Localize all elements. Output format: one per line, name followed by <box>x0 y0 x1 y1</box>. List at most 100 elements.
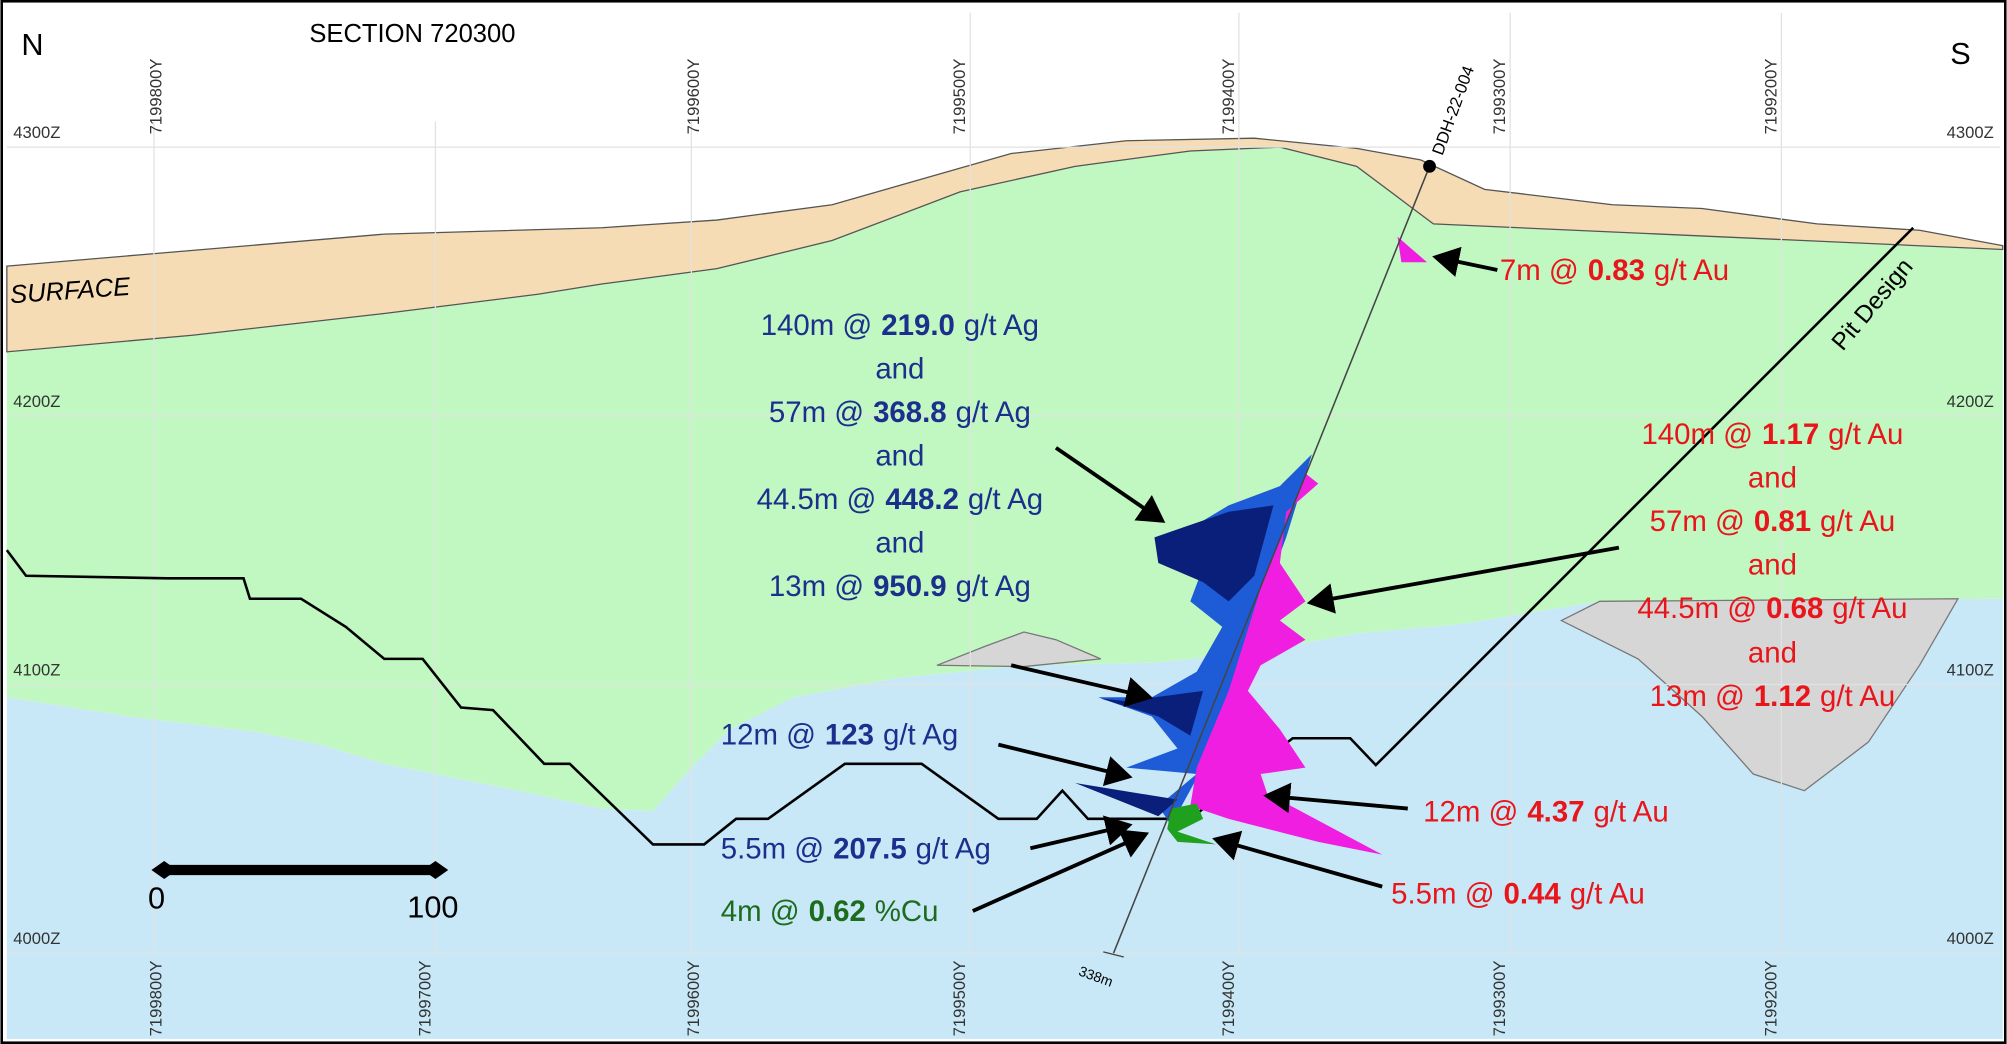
arrow <box>1432 246 1498 277</box>
interval-length: 57m @ <box>1650 505 1745 538</box>
interval-length: 4m @ <box>721 895 800 928</box>
northing-label: 7199300Y <box>1490 961 1509 1037</box>
grade: 207.5 <box>833 832 907 865</box>
annotation-line: 13m @ 950.9 g/t Ag <box>769 570 1031 603</box>
silver-main-annotation: 140m @219.0 g/t Ag and 57m @ 368.8 g/t Ag a… <box>757 309 1043 603</box>
interval-length: 140m @ <box>761 309 873 342</box>
collar <box>1423 159 1436 173</box>
northings-bottom: 7199800Y 7199700Y 7199600Y 7199500Y 7199… <box>147 961 1781 1037</box>
arrow <box>1306 545 1620 614</box>
unit: g/t Au <box>1828 418 1903 451</box>
unit: g/t Ag <box>964 309 1039 342</box>
grade: 219.0 <box>881 309 955 342</box>
elevation-label: 4100Z <box>1947 661 1994 680</box>
grid <box>6 12 2001 954</box>
northing-label: 7199400Y <box>1219 961 1238 1037</box>
connector: and <box>1748 637 1797 670</box>
gold-lower-annotation: 12m @ 4.37 g/t Au <box>1423 795 1669 828</box>
overburden <box>6 137 2004 353</box>
annotation-line: 140m @ 1.17 g/t Au <box>1641 418 1903 451</box>
northing-label: 7199500Y <box>950 59 969 135</box>
grade: 0.81 <box>1754 505 1811 538</box>
grade: 368.8 <box>873 396 947 429</box>
silver-lower-annotation: 12m @ 123 g/t Ag <box>721 719 958 752</box>
interval-length: 12m @ <box>1423 795 1518 828</box>
elevation-label: 4000Z <box>1947 929 1994 948</box>
scale-start: 0 <box>148 880 165 915</box>
gray-body <box>1559 598 1960 792</box>
arrow <box>1029 815 1133 851</box>
northing-label: 7199300Y <box>1490 59 1509 135</box>
grade: 0.83 <box>1588 254 1645 287</box>
unit: g/t Au <box>1820 505 1895 538</box>
connector: and <box>1748 461 1797 494</box>
interval-length: 44.5m @ <box>1637 592 1757 625</box>
unit: g/t Ag <box>956 396 1031 429</box>
connector: and <box>875 440 924 473</box>
northing-label: 7199200Y <box>1761 961 1780 1037</box>
grade: 0.44 <box>1504 877 1562 910</box>
northing-label: 7199800Y <box>147 961 166 1037</box>
northing-label: 7199700Y <box>415 961 434 1037</box>
connector: and <box>875 527 924 560</box>
unit: g/t Au <box>1654 254 1729 287</box>
annotation-line: 140m @219.0 g/t Ag <box>761 309 1039 342</box>
grade: 1.17 <box>1762 418 1819 451</box>
northing-label: 7199600Y <box>684 961 703 1037</box>
arrow <box>1010 663 1154 708</box>
gold-histogram <box>1190 236 1427 855</box>
unit: g/t Au <box>1832 592 1907 625</box>
arrow <box>997 742 1133 787</box>
annotation-line: 44.5m @ 0.68 g/t Au <box>1637 592 1907 625</box>
unit: g/t Au <box>1570 877 1645 910</box>
grade: 4.37 <box>1527 795 1584 828</box>
section-title: SECTION 720300 <box>309 20 515 48</box>
silver-histogram-high <box>1075 505 1274 817</box>
interval-length: 12m @ <box>721 719 816 752</box>
pit-design <box>5 226 1915 846</box>
gold-upper-annotation: 7m @ 0.83 g/t Au <box>1500 254 1729 287</box>
northing-label: 7199500Y <box>950 961 969 1037</box>
interval-length: 140m @ <box>1641 418 1753 451</box>
copper-annotation: 4m @ 0.62 %Cu <box>721 895 939 928</box>
elevation-label: 4300Z <box>1947 123 1994 142</box>
elevation-label: 4300Z <box>13 123 60 142</box>
interval-length: 13m @ <box>769 570 864 603</box>
unit: %Cu <box>875 895 939 928</box>
annotation-line: 13m @ 1.12 g/t Au <box>1650 680 1896 713</box>
northing-label: 7199200Y <box>1761 59 1780 135</box>
interval-length: 13m @ <box>1650 680 1745 713</box>
unit: g/t Ag <box>916 832 991 865</box>
annotation-line: 57m @ 0.81 g/t Au <box>1650 505 1896 538</box>
elevation-label: 4200Z <box>13 392 60 411</box>
interval-length: 5.5m @ <box>1391 877 1494 910</box>
grade: 448.2 <box>885 483 959 516</box>
annotation-line: 44.5m @448.2 g/t Ag <box>757 483 1043 516</box>
elevation-label: 4200Z <box>1947 392 1994 411</box>
assay-histograms <box>1075 159 1436 958</box>
copper-histogram <box>1167 803 1216 845</box>
unit: g/t Ag <box>968 483 1043 516</box>
unit: g/t Ag <box>956 570 1031 603</box>
northing-label: 7199800Y <box>147 59 166 135</box>
unit: g/t Ag <box>883 719 958 752</box>
interval-length: 5.5m @ <box>721 832 824 865</box>
interval-length: 57m @ <box>769 396 864 429</box>
elevation-label: 4100Z <box>13 661 60 680</box>
scale-end: 100 <box>407 889 458 924</box>
green-unit <box>6 147 2003 812</box>
silver-lower-annotation: 5.5m @ 207.5 g/t Ag <box>721 832 991 865</box>
hole-end <box>1103 951 1124 958</box>
south-label: S <box>1950 36 1970 71</box>
interval-length: 7m @ <box>1500 254 1579 287</box>
grade: 0.68 <box>1766 592 1823 625</box>
arrow <box>1212 830 1383 889</box>
arrows <box>972 246 1620 913</box>
elevation-label: 4000Z <box>13 929 60 948</box>
connector: and <box>1748 548 1797 581</box>
northing-label: 7199400Y <box>1219 59 1238 135</box>
gold-main-annotation: 140m @ 1.17 g/t Au and 57m @ 0.81 g/t Au and… <box>1637 418 1907 713</box>
